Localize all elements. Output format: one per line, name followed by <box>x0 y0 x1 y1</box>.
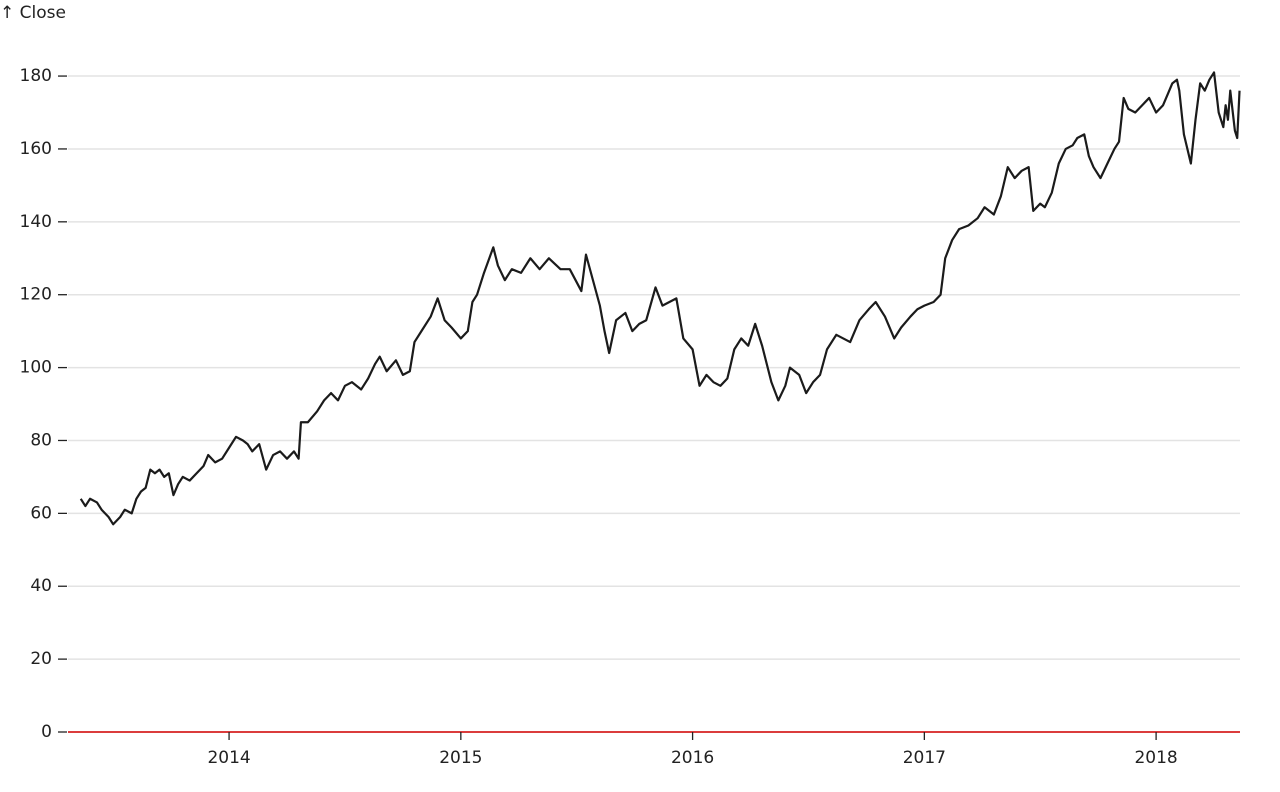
y-tick-label: 120 <box>20 285 52 305</box>
x-tick-label: 2018 <box>1134 748 1177 768</box>
y-tick-label: 80 <box>30 430 52 450</box>
x-tick-label: 2016 <box>671 748 714 768</box>
y-tick-label: 40 <box>30 576 52 596</box>
price-line <box>79 71 1241 526</box>
y-tick-label: 20 <box>30 649 52 669</box>
y-tick-label: 140 <box>20 212 52 232</box>
x-tick-label: 2015 <box>439 748 482 768</box>
y-tick-label: 100 <box>20 358 52 378</box>
y-tick-label: 60 <box>30 503 52 523</box>
x-tick-label: 2017 <box>903 748 946 768</box>
y-tick-label: 180 <box>20 66 52 86</box>
y-axis-label: ↑ Close <box>0 3 66 23</box>
y-tick-label: 0 <box>41 722 52 742</box>
y-tick-label: 160 <box>20 139 52 159</box>
x-tick-label: 2014 <box>207 748 250 768</box>
